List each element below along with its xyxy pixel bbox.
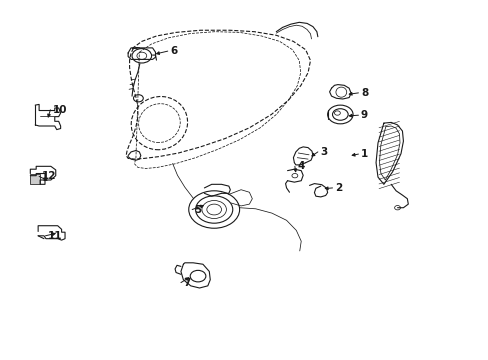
Text: 1: 1 (360, 149, 367, 159)
Text: 12: 12 (41, 171, 56, 181)
Text: 6: 6 (170, 46, 177, 56)
Text: 11: 11 (48, 231, 62, 241)
FancyBboxPatch shape (30, 174, 40, 184)
Text: 10: 10 (53, 105, 67, 115)
Text: 9: 9 (360, 110, 367, 120)
Text: 3: 3 (320, 147, 327, 157)
Text: 8: 8 (360, 88, 367, 98)
Text: 2: 2 (334, 183, 342, 193)
Text: 7: 7 (183, 278, 190, 288)
Text: 5: 5 (194, 204, 202, 215)
Text: 4: 4 (297, 161, 304, 171)
